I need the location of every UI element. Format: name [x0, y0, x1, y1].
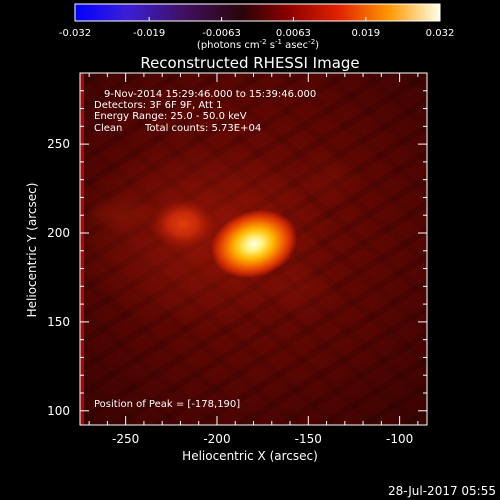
colorbar-tick-label: 0.0063 [276, 28, 311, 39]
x-tick-label: -250 [112, 432, 139, 446]
y-tick-label: 150 [47, 315, 70, 329]
y-tick-label: 100 [47, 404, 70, 418]
colorbar: -0.032 -0.019 -0.0063 0.0063 0.019 0.032 (pho… [59, 3, 454, 51]
time-range: 9-Nov-2014 15:29:46.000 to 15:39:46.000 [104, 89, 316, 100]
colorbar-tick-label: -0.0063 [202, 28, 241, 39]
peak-source [210, 209, 298, 279]
colorbar-tick-label: 0.032 [426, 28, 455, 39]
x-tick-label: -100 [386, 432, 413, 446]
colorbar-gradient [74, 3, 441, 22]
algorithm: Clean [94, 123, 122, 134]
footer-date: 28-Jul-2017 05:55 [388, 484, 496, 498]
y-tick-label: 200 [47, 226, 70, 240]
secondary-source [150, 198, 216, 250]
y-tick-label: 250 [47, 137, 70, 151]
colorbar-unit: (photons cm-2 s-1 asec-2) [197, 38, 319, 51]
x-axis: -250 -200 -150 -100 [88, 73, 419, 446]
x-axis-label: Heliocentric X (arcsec) [182, 449, 318, 463]
detectors: Detectors: 3F 6F 9F, Att 1 [94, 100, 222, 111]
colorbar-tick-label: -0.032 [59, 28, 91, 39]
x-tick-label: -150 [295, 432, 322, 446]
colorbar-tick-label: -0.019 [133, 28, 165, 39]
colorbar-ticks: -0.032 -0.019 -0.0063 0.0063 0.019 0.032 [59, 17, 454, 39]
y-axis: 100 150 200 250 [47, 72, 427, 418]
y-axis-label: Heliocentric Y (arcsec) [25, 183, 39, 318]
energy-range: Energy Range: 25.0 - 50.0 keV [94, 111, 247, 122]
total-counts: Total counts: 5.73E+04 [144, 123, 261, 134]
info-box: 9-Nov-2014 15:29:46.000 to 15:39:46.000 … [94, 89, 316, 410]
solar-image [80, 73, 427, 425]
peak-position: Position of Peak = [-178,190] [94, 399, 240, 410]
x-tick-label: -200 [203, 432, 230, 446]
plot-title: Reconstructed RHESSI Image [140, 54, 359, 72]
colorbar-tick-label: 0.019 [352, 28, 381, 39]
